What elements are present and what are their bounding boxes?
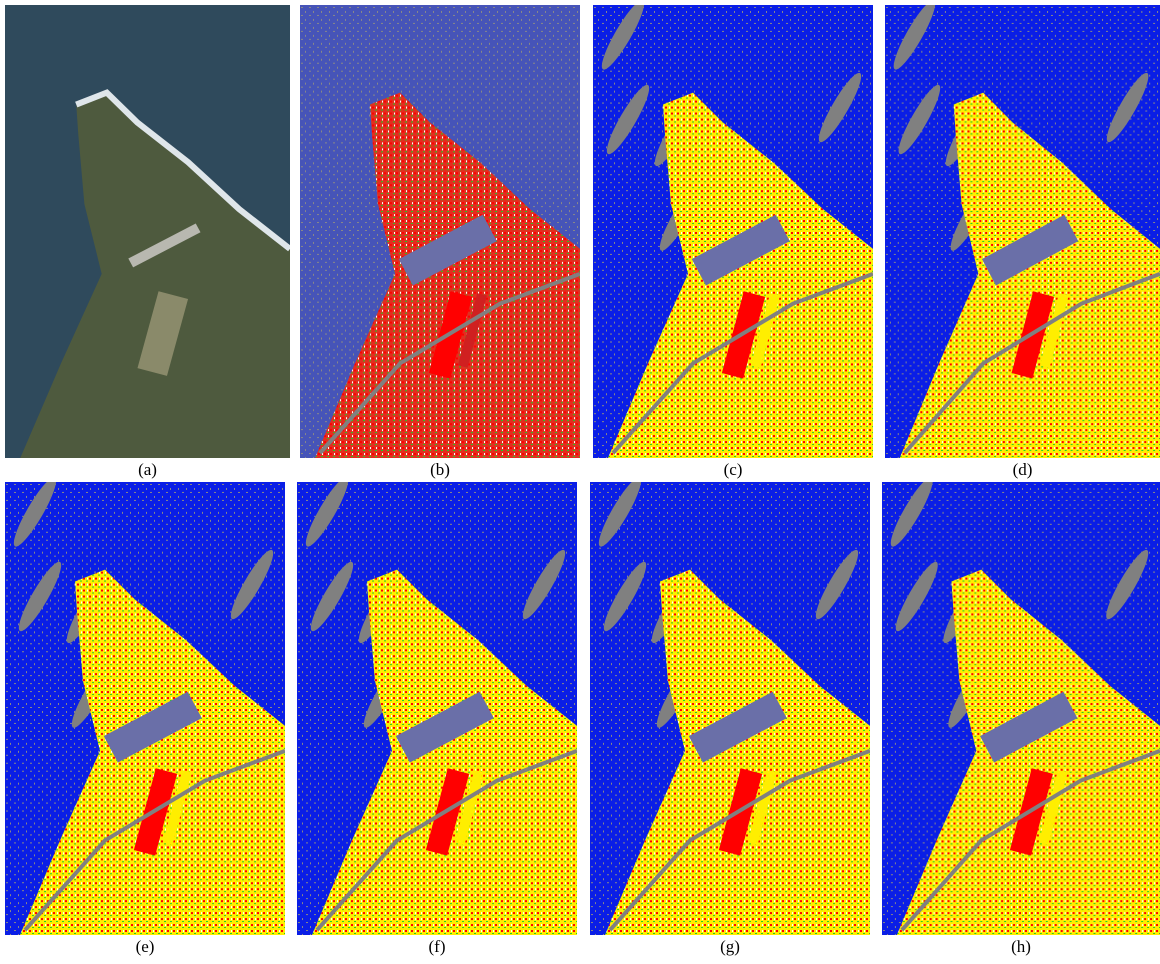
panel-label: (a) — [118, 460, 178, 480]
panel-image — [882, 482, 1160, 935]
panel-image — [5, 482, 285, 935]
panel-label: (h) — [991, 937, 1051, 957]
panel-label: (b) — [410, 460, 470, 480]
panel-image — [5, 5, 290, 458]
panel-image — [297, 482, 577, 935]
panel-image — [590, 482, 870, 935]
panel-label: (d) — [993, 460, 1053, 480]
panel-label: (c) — [703, 460, 763, 480]
panel-image — [300, 5, 580, 458]
panel-image — [593, 5, 873, 458]
panel-label: (e) — [115, 937, 175, 957]
panel-label: (g) — [700, 937, 760, 957]
panel-label: (f) — [407, 937, 467, 957]
panel-image — [885, 5, 1160, 458]
figure: (a) (b) (c) (d) (e) (f) (g) (h) — [0, 0, 1160, 964]
